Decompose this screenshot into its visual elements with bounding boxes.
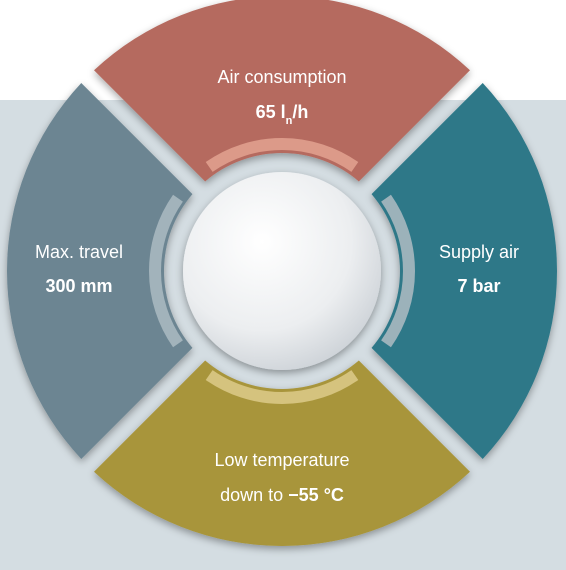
segment-low-temperature	[94, 360, 470, 546]
inner-ring-bottom	[205, 370, 359, 404]
supply-air-value: 7 bar	[457, 276, 500, 296]
segment-max-travel	[6, 83, 193, 459]
segment-air-consumption	[94, 0, 470, 182]
supply-air-title: Supply air	[439, 242, 519, 262]
air-consumption-value: 65 ln/h	[256, 102, 309, 127]
inner-ring-right	[381, 194, 415, 348]
center-disc	[183, 172, 381, 370]
low-temperature-title: Low temperature	[214, 450, 349, 470]
low-temperature-value: down to −55 °C	[220, 485, 344, 505]
segment-supply-air	[371, 83, 557, 459]
air-consumption-title: Air consumption	[217, 67, 346, 87]
inner-ring-top	[205, 138, 359, 172]
inner-ring-left	[149, 194, 183, 348]
max-travel-value: 300 mm	[45, 276, 112, 296]
max-travel-title: Max. travel	[35, 242, 123, 262]
